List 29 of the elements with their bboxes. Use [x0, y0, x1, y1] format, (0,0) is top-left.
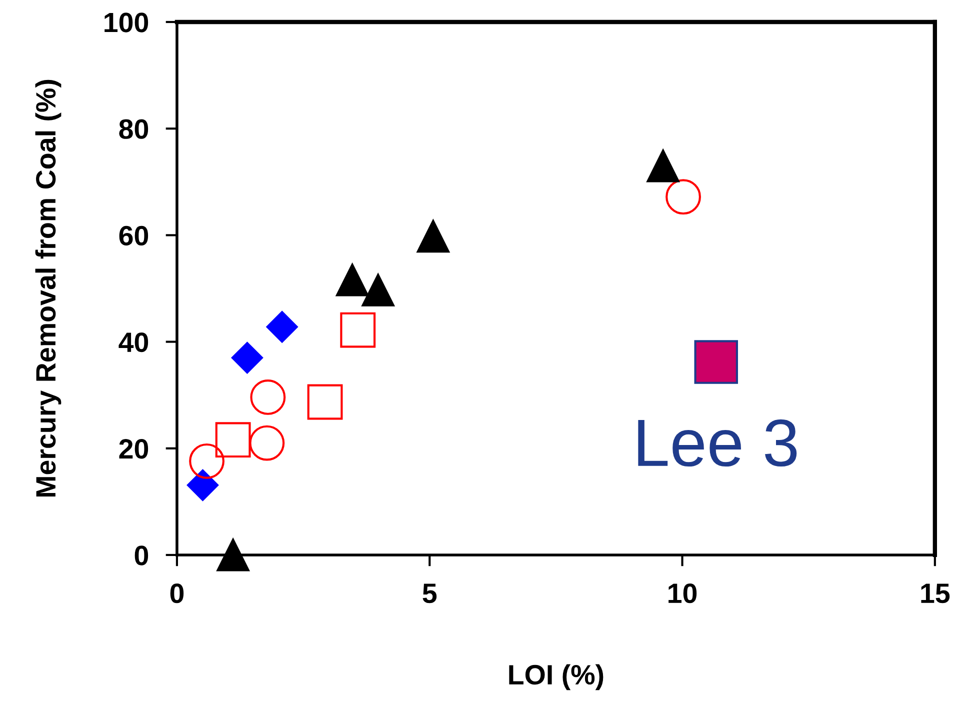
x-tick-label: 15: [921, 584, 950, 604]
y-tick-label: 60: [119, 226, 148, 246]
x-tick-label: 0: [170, 583, 184, 604]
point: [336, 264, 369, 296]
x-tick-label: 10: [668, 583, 697, 604]
point: [216, 538, 250, 572]
point: [186, 469, 219, 501]
point: [416, 220, 450, 253]
point: [215, 422, 251, 458]
y-tick-label: 20: [119, 439, 148, 459]
y-tick-label: 0: [134, 546, 148, 566]
x-axis-title: LOI (%): [509, 664, 604, 690]
point: [340, 312, 376, 348]
y-tick-label: 80: [119, 119, 148, 139]
point: [646, 150, 680, 182]
point: [250, 380, 286, 415]
point: [307, 384, 343, 420]
point: [189, 443, 224, 479]
annotation: Lee 3: [638, 419, 797, 467]
point: [231, 342, 263, 374]
point: [266, 311, 298, 343]
point: [249, 425, 285, 461]
y-tick-label: 100: [104, 12, 148, 32]
y-axis-title: Mercury Removal from Coal (%): [35, 80, 62, 497]
x-tick-label: 5: [422, 584, 437, 604]
point: [362, 274, 394, 306]
point: [666, 179, 701, 215]
y-tick-label: 40: [118, 332, 148, 352]
point: [694, 340, 738, 384]
